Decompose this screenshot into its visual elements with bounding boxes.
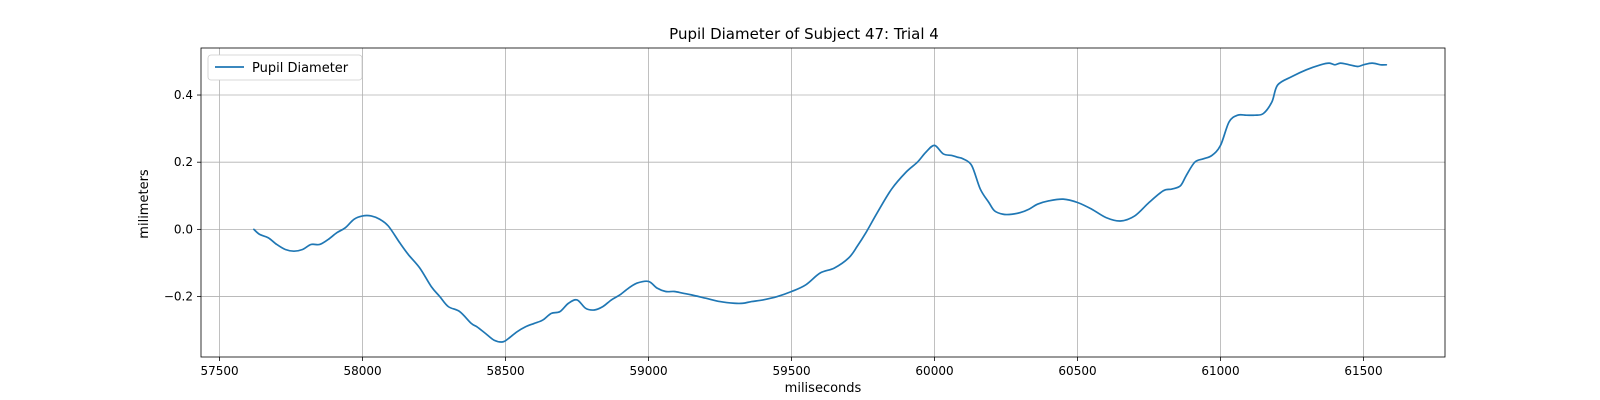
plot-frame — [200, 47, 1446, 358]
chart-title: Pupil Diameter of Subject 47: Trial 4 — [669, 25, 939, 43]
y-tick-label: 0.0 — [174, 222, 193, 236]
x-tick-label: 60500 — [1058, 364, 1096, 378]
x-tick-label: 58500 — [486, 364, 524, 378]
x-tick-label: 59000 — [629, 364, 667, 378]
legend: Pupil Diameter — [207, 54, 363, 81]
x-tick-label: 59500 — [772, 364, 810, 378]
x-tick-label: 61500 — [1344, 364, 1382, 378]
y-tick-label: −0.2 — [164, 290, 193, 304]
y-tick-label: 0.2 — [174, 155, 193, 169]
x-tick-label: 60000 — [915, 364, 953, 378]
legend-label: Pupil Diameter — [252, 61, 349, 76]
x-tick-label: 57500 — [200, 364, 238, 378]
legend-box — [207, 54, 363, 81]
y-tick-label: 0.4 — [174, 88, 193, 102]
x-tick-label: 58000 — [343, 364, 381, 378]
x-tick-label: 61000 — [1201, 364, 1239, 378]
y-axis-label: milimeters — [137, 169, 152, 239]
x-axis-label: miliseconds — [785, 381, 862, 396]
series-line-pupil-diameter — [253, 62, 1388, 343]
series-layer — [253, 62, 1388, 343]
grid — [201, 48, 1445, 357]
ticks: 57500 58000 58500 59000 59500 60000 60500 61000… — [164, 88, 1383, 378]
